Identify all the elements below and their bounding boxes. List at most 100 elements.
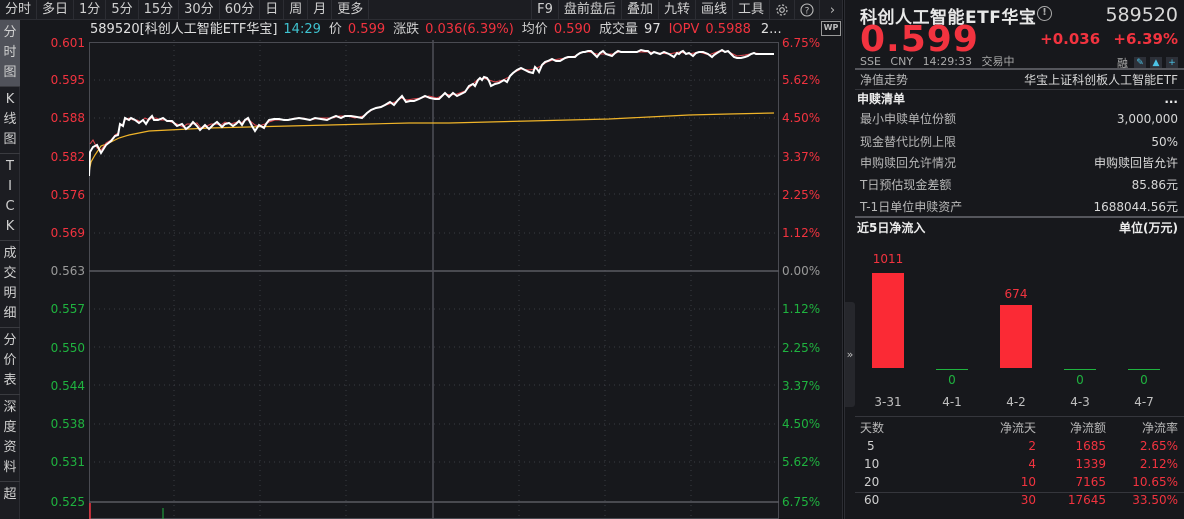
bar-date: 3-31 [874, 395, 902, 409]
cell: 1685 [1075, 439, 1106, 453]
divider [855, 492, 1184, 493]
pct-tick: 2.25% [782, 188, 821, 202]
tab-15min[interactable]: 15分 [139, 0, 180, 20]
chevron-right-icon[interactable]: › [829, 2, 836, 18]
net-flow-unit: 单位(万元) [1119, 221, 1178, 235]
intraday-chart[interactable] [89, 40, 779, 519]
nav-char: 分 [3, 333, 17, 348]
nav-char: 明 [3, 286, 17, 301]
subscription-more-button[interactable]: ... [1164, 92, 1178, 106]
bar-value: 0 [1076, 373, 1084, 387]
nav-kline-chart[interactable]: K 线 图 [0, 87, 20, 154]
divider [855, 89, 1184, 90]
tab-1min[interactable]: 1分 [74, 0, 107, 20]
change-label: 涨跌 [393, 22, 420, 37]
nav-char: 交 [3, 266, 17, 281]
cell: 10.65% [1132, 475, 1178, 489]
tab-intraday[interactable]: 分时 [0, 0, 38, 20]
more-indicator[interactable]: 2... [760, 22, 782, 37]
help-icon[interactable]: ? [795, 0, 820, 20]
cell: 5 [867, 439, 875, 453]
cell: 2.12% [1139, 457, 1178, 471]
cell: 2.65% [1139, 439, 1178, 453]
y-tick: 0.557 [50, 302, 85, 316]
wp-monitor-icon[interactable]: WP [821, 21, 841, 36]
bar-value: 0 [948, 373, 956, 387]
nav-trade-details[interactable]: 成 交 明 细 [0, 241, 20, 328]
quote-panel: 科创人工智能ETF华宝 ! 589520 0.599 +0.036 +6.39%… [855, 0, 1184, 519]
nav-char: 细 [3, 306, 17, 321]
bar-4-2[interactable] [1000, 305, 1032, 368]
cell: 1339 [1075, 457, 1106, 471]
gear-icon[interactable] [770, 0, 795, 20]
bar-3-31[interactable] [872, 273, 904, 368]
avg-price-line [89, 112, 775, 173]
nine-turn-button[interactable]: 九转 [659, 0, 696, 20]
table-row: 5 2 1685 2.65% [855, 437, 1184, 455]
nav-char: 分 [3, 25, 17, 40]
draw-line-button[interactable]: 画线 [696, 0, 733, 20]
bar-4-1[interactable] [936, 369, 968, 370]
collapse-panel-button[interactable]: » [845, 302, 855, 407]
table-row: 10 4 1339 2.12% [855, 455, 1184, 473]
bar-4-7[interactable] [1128, 369, 1160, 370]
nav-intraday-chart[interactable]: 分 时 图 [0, 20, 20, 87]
f9-button[interactable]: F9 [532, 0, 559, 20]
tab-week[interactable]: 周 [284, 0, 309, 20]
cell: 10 [864, 457, 880, 471]
row-value: 85.86元 [1131, 178, 1178, 192]
subscription-header: 申赎清单 ... [855, 88, 1184, 110]
tab-more[interactable]: 更多 [332, 0, 370, 20]
nav-price-table[interactable]: 分 价 表 [0, 328, 20, 395]
table-row: 20 10 7165 10.65% [855, 473, 1184, 491]
edit-icon[interactable]: ✎ [1134, 57, 1146, 69]
nav-trend-row[interactable]: 净值走势 华宝上证科创板人工智能ETF [855, 69, 1184, 91]
cell: 4 [1028, 457, 1036, 471]
tab-5min[interactable]: 5分 [106, 0, 139, 20]
bar-date: 4-2 [1006, 395, 1026, 409]
bell-icon[interactable]: ▲ [1150, 57, 1162, 69]
change-value: 0.036(6.39%) [425, 22, 514, 37]
cell: 17645 [1067, 493, 1106, 507]
divider [855, 216, 1184, 218]
bar-4-3[interactable] [1064, 369, 1096, 370]
pre-post-market-button[interactable]: 盘前盘后 [559, 0, 622, 20]
cell: 33.50% [1132, 493, 1178, 507]
pct-tick: 0.00% [782, 264, 821, 278]
row-label: T日预估现金差额 [860, 178, 952, 192]
subscription-row: T日预估现金差额 85.86元 [855, 174, 1184, 196]
nav-super[interactable]: 超 [0, 482, 20, 508]
subscription-row: 现金替代比例上限 50% [855, 131, 1184, 153]
tab-multi-day[interactable]: 多日 [37, 0, 75, 20]
price-label: 价 [328, 22, 342, 37]
nav-tick[interactable]: T I C K [0, 154, 20, 241]
change-percent: +6.39% [1113, 30, 1178, 48]
row-value: 1688044.56元 [1093, 200, 1178, 214]
tab-day[interactable]: 日 [260, 0, 285, 20]
tools-button[interactable]: 工具 [733, 0, 770, 20]
bar-value: 0 [1140, 373, 1148, 387]
nav-char: 时 [3, 45, 17, 60]
price-change: +0.036 +6.39% [1040, 30, 1178, 48]
nav-depth-info[interactable]: 深 度 资 料 [0, 395, 20, 482]
overlay-button[interactable]: 叠加 [622, 0, 659, 20]
tab-60min[interactable]: 60分 [220, 0, 261, 20]
cursor-time: 14:29 [283, 22, 321, 37]
nav-char: 资 [3, 440, 17, 455]
nav-char: 图 [3, 65, 17, 80]
add-icon[interactable]: + [1166, 57, 1178, 69]
chart-info-bar: 589520[科创人工智能ETF华宝] 14:29 价 0.599 涨跌 0.0… [90, 21, 782, 39]
panel-divider[interactable] [842, 0, 845, 519]
tab-30min[interactable]: 30分 [179, 0, 220, 20]
tab-month[interactable]: 月 [308, 0, 333, 20]
subscription-row: 申购赎回允许情况 申购赎回皆允许 [855, 152, 1184, 174]
info-icon[interactable]: ! [1037, 6, 1052, 21]
nav-char: 价 [3, 353, 17, 368]
trading-status: 交易中 [981, 55, 1015, 68]
avg-value: 0.590 [553, 22, 592, 37]
nav-char: 图 [3, 132, 17, 147]
pct-tick: 5.62% [782, 455, 821, 469]
net-flow-header: 近5日净流入 单位(万元) [855, 217, 1184, 239]
change-amount: +0.036 [1040, 30, 1101, 48]
y-tick: 0.531 [50, 455, 85, 469]
